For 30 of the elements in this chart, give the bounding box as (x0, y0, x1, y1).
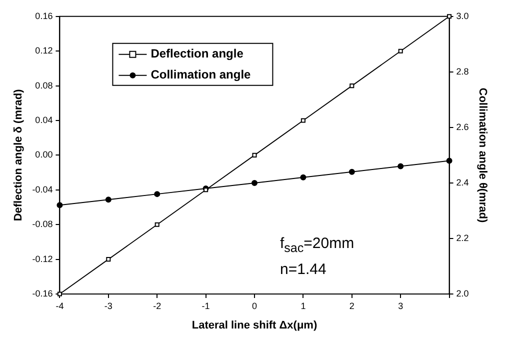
y-tick-label: 0.00 (35, 150, 53, 160)
y-tick-label: 0.04 (35, 114, 53, 125)
x-tick-label: -3 (104, 300, 112, 311)
y-tick-label: -0.12 (32, 254, 53, 264)
y-tick-label: -0.16 (32, 288, 53, 298)
y-tick-label: 0.16 (35, 10, 53, 21)
x-tick-label: 2 (349, 300, 354, 311)
y2-tick-label: 3.0 (456, 10, 469, 21)
x-tick-label: -4 (56, 300, 64, 311)
y2-tick-label: 2.6 (456, 122, 469, 132)
x-tick-label: 1 (300, 300, 306, 311)
x-tick-label: 3 (398, 300, 404, 311)
x-axis-title: Lateral line shift Δx(μm) (192, 319, 318, 332)
y-tick-label: -0.04 (32, 184, 53, 194)
y2-tick-label: 2.0 (456, 288, 469, 298)
y-tick-label: -0.08 (32, 219, 53, 230)
y-axis-title: Deflection angle δ (mrad) (12, 88, 25, 222)
y2-tick-label: 2.2 (456, 232, 469, 243)
legend-label: Collimation angle (150, 68, 252, 82)
x-tick-label: -2 (153, 300, 162, 311)
annotation: f$_{sac}$=20mm (280, 234, 354, 257)
annotation: n=1.44 (280, 260, 328, 280)
x-tick-label: 0 (252, 300, 258, 311)
legend-label: Deflection angle (150, 46, 244, 61)
y2-axis-title: Collimation angle θ(mrad) (476, 88, 488, 223)
y-tick-label: 0.08 (35, 80, 53, 90)
y2-tick-label: 2.4 (456, 177, 469, 188)
y-tick-label: 0.12 (35, 46, 53, 56)
x-tick-label: -1 (202, 300, 210, 311)
y2-tick-label: 2.8 (456, 66, 469, 76)
